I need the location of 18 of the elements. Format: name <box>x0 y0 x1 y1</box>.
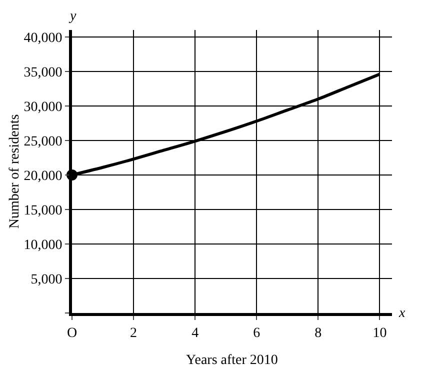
x-tick-label: 8 <box>314 326 322 341</box>
x-tick-label: 6 <box>253 326 260 341</box>
text: y <box>68 9 77 24</box>
text: x <box>398 306 406 321</box>
x-tick-label: 4 <box>192 326 199 341</box>
y-tick-label: 15,000 <box>24 203 62 218</box>
y-tick-label: 20,000 <box>24 168 62 184</box>
x-tick-label: O <box>66 326 78 341</box>
y-tick-label: 10,000 <box>24 238 62 253</box>
y-tick-label: 40,000 <box>24 30 62 46</box>
x-axis-title: Years after 2010 <box>186 353 278 368</box>
x-tick-label: 2 <box>130 326 138 341</box>
y-tick-label: 25,000 <box>24 134 62 150</box>
y-tick-label: 5,000 <box>30 272 62 288</box>
y-tick-label: 30,000 <box>24 100 62 115</box>
y-tick-label: 35,000 <box>24 65 62 80</box>
x-tick-label: 10 <box>372 326 387 341</box>
y-axis-title: Number of residents <box>7 114 22 229</box>
